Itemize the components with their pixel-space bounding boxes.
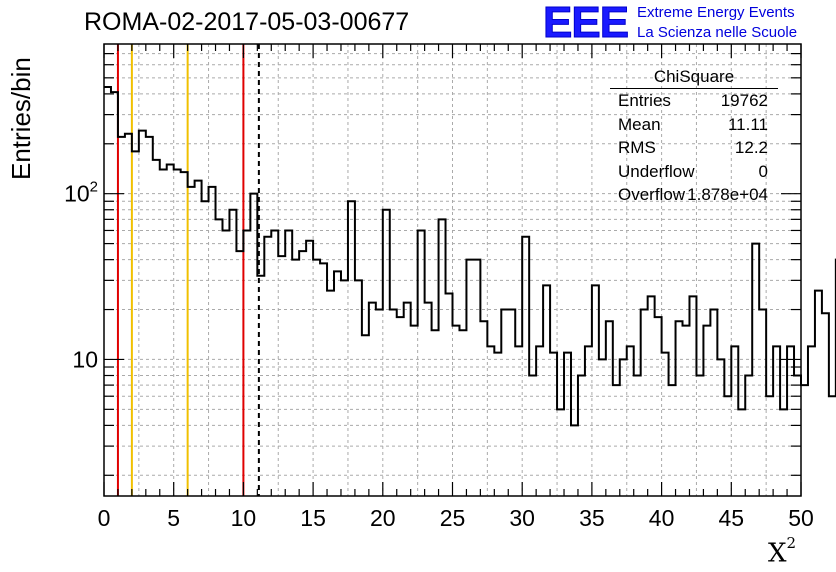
stats-row: Mean 11.11 [610,113,778,137]
chart-title: ROMA-02-2017-05-03-00677 [84,8,410,36]
logo-line-2: La Scienza nelle Scuole [637,24,798,41]
stats-value: 12.2 [734,138,768,157]
stats-key: RMS [618,138,656,157]
x-tick-label: 40 [649,505,675,531]
y-tick-label: 10 [72,346,98,372]
eee-logo: EEE [542,0,629,48]
y-tick-label: 102 [64,179,98,207]
x-tick-label: 30 [509,505,535,531]
x-tick-label: 25 [440,505,466,531]
x-tick-label: 10 [231,505,257,531]
x-tick-label: 45 [719,505,745,531]
x-tick-label: 5 [167,505,180,531]
stats-key: Entries [618,91,671,110]
stats-row: Underflow 0 [610,160,778,184]
stats-box: ChiSquare Entries 19762 Mean 11.11 RMS 12.2… [610,66,778,207]
stats-title: ChiSquare [610,66,778,89]
stats-row: Overflow 1.878e+04 [610,183,778,207]
x-axis-label-sup: 2 [786,534,797,552]
histogram-outline [104,86,836,427]
logo-line-1: Extreme Energy Events [637,4,795,21]
stats-row: Entries 19762 [610,89,778,113]
grid-lines [104,44,801,496]
y-axis-label: Entries/bin [6,57,36,180]
x-tick-label: 15 [300,505,326,531]
stats-value: 0 [758,161,768,181]
stats-value: 1.878e+04 [687,185,768,204]
tick-labels: 0 5 10 15 20 25 30 35 40 45 50 10 102 [64,179,814,531]
stats-key: Underflow [618,161,695,181]
x-axis-label-text: X [768,538,787,569]
x-tick-label: 20 [370,505,396,531]
stats-key: Overflow [618,185,686,204]
x-tick-label: 50 [788,505,814,531]
x-axis-label: X2 [768,534,796,569]
x-tick-label: 35 [579,505,605,531]
stats-value: 19762 [720,91,768,110]
stats-key: Mean [618,114,661,134]
x-tick-label: 0 [98,505,111,531]
stats-row: RMS 12.2 [610,136,778,160]
axis-ticks [103,44,802,496]
stats-value: 11.11 [727,114,768,134]
